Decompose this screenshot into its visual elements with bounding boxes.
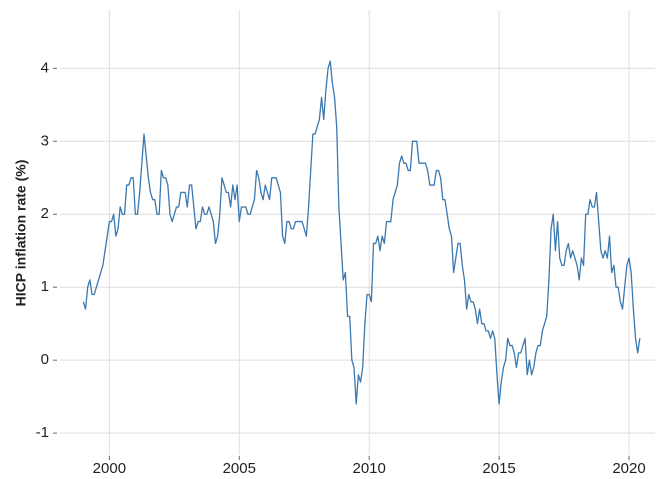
y-tick-label: 3 — [41, 132, 49, 149]
y-tick-label: 4 — [41, 59, 49, 76]
x-tick-label: 2015 — [482, 460, 515, 477]
x-tick-label: 2005 — [223, 460, 256, 477]
y-axis-title: HICP inflation rate (%) — [13, 160, 29, 307]
y-tick-label: 2 — [41, 205, 49, 222]
y-tick-label: -1 — [36, 424, 49, 441]
x-tick-label: 2020 — [612, 460, 645, 477]
series-line — [82, 60, 641, 405]
y-tick-label: 0 — [41, 351, 49, 368]
x-tick-label: 2010 — [353, 460, 386, 477]
y-tick-label: 1 — [41, 278, 49, 295]
x-tick-label: 2000 — [93, 460, 126, 477]
